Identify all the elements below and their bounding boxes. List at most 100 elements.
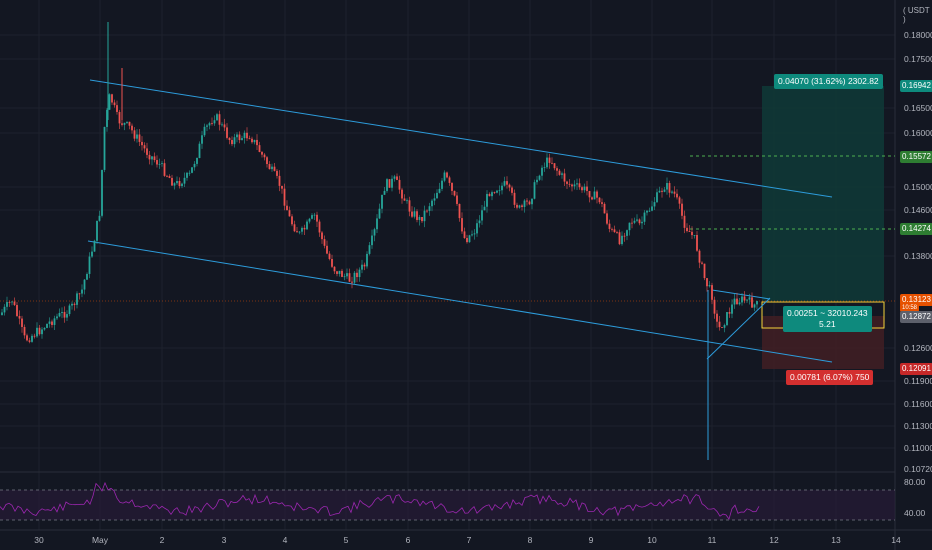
candle-body — [538, 175, 541, 180]
candle-body — [106, 109, 108, 127]
y-tick-label: 0.11900 — [904, 376, 932, 386]
candle-body — [726, 312, 728, 326]
y-tick-label: 0.11600 — [904, 399, 932, 409]
candle-body — [293, 224, 296, 232]
candle-body — [468, 235, 471, 243]
candle-body — [691, 231, 693, 236]
candle-body — [356, 272, 358, 278]
candle-body — [633, 220, 636, 223]
candle-body — [353, 272, 356, 283]
candle-body — [623, 235, 626, 237]
candle-body — [316, 214, 318, 222]
candle-body — [431, 200, 433, 207]
candle-body — [373, 229, 376, 236]
candle-body — [111, 94, 113, 103]
candle-body — [751, 297, 753, 308]
rsi-tick-label: 80.00 — [904, 477, 926, 487]
candle-body — [628, 222, 631, 231]
candle-body — [31, 335, 33, 342]
candle-body — [253, 139, 256, 143]
candle-body — [653, 202, 656, 207]
candle-body — [561, 173, 563, 175]
candle-body — [731, 304, 733, 314]
candle-body — [438, 188, 441, 193]
candle-body — [368, 245, 371, 254]
candle-body — [591, 197, 593, 200]
candle-body — [346, 273, 348, 277]
candle-body — [296, 231, 298, 233]
candle-body — [616, 232, 618, 233]
candle-body — [281, 185, 283, 189]
candle-body — [443, 172, 446, 181]
candle-body — [308, 218, 311, 222]
x-tick-label: 9 — [588, 535, 594, 545]
candle-body — [446, 172, 448, 178]
candle-body — [103, 126, 106, 170]
candle-body — [173, 183, 176, 186]
candle-body — [158, 163, 161, 165]
candle-body — [451, 182, 453, 191]
candle-body — [433, 198, 436, 201]
x-tick-label: 2 — [159, 535, 165, 545]
candle-body — [511, 187, 513, 193]
candle-body — [643, 212, 646, 222]
candle-body — [683, 215, 686, 228]
candle-body — [471, 234, 473, 236]
candle-body — [371, 235, 373, 246]
target-info-box[interactable]: 0.04070 (31.62%) 2302.82 — [774, 74, 883, 89]
candle-body — [343, 276, 346, 278]
candle-body — [101, 169, 103, 216]
candle-body — [318, 221, 321, 233]
candle-body — [401, 189, 403, 199]
candle-body — [658, 190, 661, 193]
candle-body — [648, 210, 651, 212]
candle-body — [86, 273, 88, 280]
candle-body — [36, 327, 38, 337]
candle-body — [168, 176, 171, 178]
candle-body — [363, 264, 366, 267]
entry-info-box[interactable]: 0.00251 ~ 32010.243 5.21 — [783, 306, 872, 332]
candle-body — [596, 191, 598, 198]
candle-body — [496, 190, 498, 193]
candle-body — [198, 143, 201, 159]
y-tick-label: 0.11000 — [904, 443, 932, 453]
candle-body — [546, 157, 548, 168]
candle-body — [508, 184, 511, 188]
candle-body — [273, 166, 276, 171]
candle-body — [551, 162, 553, 164]
candle-body — [441, 180, 443, 189]
candle-body — [386, 179, 388, 191]
candle-body — [311, 215, 313, 219]
candle-body — [716, 313, 718, 322]
candle-body — [181, 183, 183, 187]
candle-body — [53, 318, 56, 325]
candle-body — [718, 321, 721, 328]
candle-body — [338, 270, 341, 274]
candle-body — [631, 222, 633, 224]
candle-body — [268, 164, 271, 170]
candle-body — [323, 239, 326, 246]
candle-body — [743, 296, 746, 301]
candle-body — [163, 163, 166, 176]
candle-body — [141, 141, 143, 146]
candle-body — [176, 180, 178, 184]
candle-body — [501, 185, 503, 191]
candle-body — [41, 329, 43, 335]
candle-body — [96, 220, 98, 241]
x-tick-label: 12 — [769, 535, 779, 545]
stop-info-box[interactable]: 0.00781 (6.07%) 750 — [786, 370, 874, 385]
candle-body — [303, 227, 306, 230]
candle-body — [11, 301, 13, 303]
candle-body — [166, 175, 168, 177]
y-tick-label: 0.16500 — [904, 103, 932, 113]
candle-body — [483, 206, 486, 211]
candle-body — [18, 315, 21, 319]
candle-body — [131, 125, 133, 131]
candle-body — [523, 200, 526, 207]
candle-body — [3, 306, 6, 313]
candle-body — [258, 145, 261, 152]
candle-body — [286, 205, 288, 211]
candle-body — [528, 201, 531, 205]
